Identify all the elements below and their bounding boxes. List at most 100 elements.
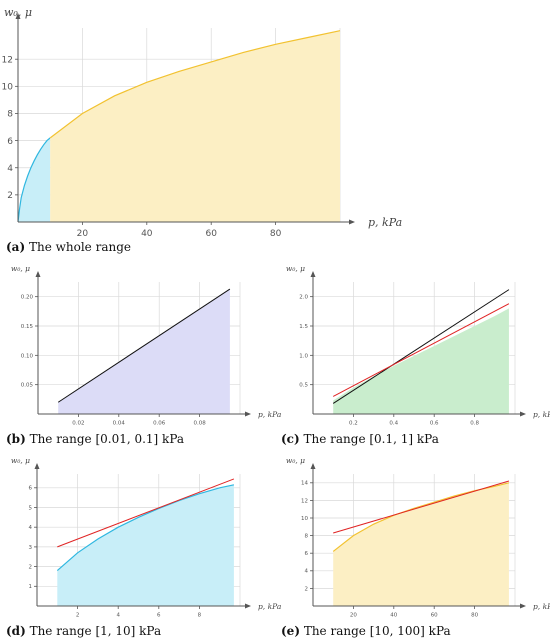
chart-d-svg: 2 4 6 8 1 2 3 4 5 6 p, kPa w₀, μ (11, 456, 281, 619)
x-tick-label: 0.06 (153, 421, 166, 427)
x-axis-label: p, kPa (533, 410, 550, 419)
x-axis-label: p, kPa (258, 602, 281, 611)
y-axis-label: w₀, μ (4, 6, 32, 19)
area-fill-yellow (333, 482, 509, 606)
series-line-red (333, 480, 510, 534)
y-axis-label: w₀, μ (11, 264, 30, 273)
axes (37, 272, 250, 415)
x-tick-label: 80 (471, 613, 478, 619)
series-line-black (332, 289, 510, 404)
chart-c-svg: 0.2 0.4 0.6 0.8 0.5 1.0 1.5 2.0 p, kPa w₀, μ (286, 264, 550, 427)
y-axis-arrow (15, 13, 21, 19)
caption-d-text: The range [1, 10] kPa (29, 624, 162, 638)
chart-a-svg: 20 40 60 80 2 4 6 8 10 12 p, kPa w₀, μ (2, 6, 403, 239)
y-axis-label: w₀, μ (286, 456, 305, 465)
area-curve-cyan (17, 137, 51, 222)
x-axis-arrow (349, 219, 355, 225)
y-tick-label: 8 (305, 534, 309, 540)
axes (312, 464, 525, 607)
caption-c-text: The range [0.1, 1] kPa (303, 432, 439, 446)
series-line-black (57, 288, 231, 403)
area-fill-cyan (18, 137, 51, 222)
axes (312, 272, 525, 415)
caption-d-letter: (d) (6, 624, 26, 638)
x-tick-label: 20 (77, 229, 89, 239)
caption-a: (a) The whole range (6, 240, 131, 254)
y-tick-label: 2.0 (299, 295, 308, 301)
caption-e-text: The range [10, 100] kPa (303, 624, 451, 638)
x-tick-label: 6 (157, 613, 161, 619)
caption-b-text: The range [0.01, 0.1] kPa (29, 432, 185, 446)
y-tick-label: 5 (29, 505, 33, 511)
y-tick-label: 12 (2, 55, 13, 65)
y-tick-label: 1.0 (299, 353, 308, 359)
y-tick-label: 0.10 (21, 353, 34, 359)
y-tick-label: 4 (305, 569, 309, 575)
area-fill-green (333, 308, 509, 414)
series-line-red (332, 303, 510, 397)
y-tick-label: 8 (7, 110, 13, 120)
x-tick-label: 8 (198, 613, 202, 619)
x-tick-label: 80 (270, 229, 282, 239)
x-tick-label: 20 (350, 613, 357, 619)
chart-panel-d: 2 4 6 8 1 2 3 4 5 6 p, kPa w₀, μ (0, 450, 281, 620)
x-tick-label: 40 (390, 613, 397, 619)
x-tick-label: 0.8 (470, 421, 479, 427)
chart-e-svg: 20 40 60 80 2 4 6 8 10 12 14 p, kPa w₀, μ (286, 456, 550, 619)
x-axis-arrow (245, 411, 251, 417)
x-tick-label: 0.04 (113, 421, 126, 427)
y-tick-label: 2 (305, 586, 309, 592)
y-tick-label: 0.15 (21, 324, 34, 330)
y-tick-label: 1.5 (299, 324, 308, 330)
y-tick-label: 10 (301, 516, 308, 522)
x-tick-label: 2 (76, 613, 80, 619)
x-tick-label: 0.02 (72, 421, 84, 427)
y-axis-label: w₀, μ (286, 264, 305, 273)
chart-panel-c: 0.2 0.4 0.6 0.8 0.5 1.0 1.5 2.0 p, kPa w₀, μ (275, 258, 550, 428)
y-axis-arrow (310, 463, 316, 469)
area-curve-cyan (56, 484, 235, 571)
y-axis-label: w₀, μ (11, 456, 30, 465)
y-tick-label: 2 (7, 191, 13, 201)
y-tick-label: 2 (29, 565, 33, 571)
y-tick-label: 4 (29, 525, 33, 531)
caption-d: (d) The range [1, 10] kPa (6, 624, 161, 638)
x-tick-label: 4 (116, 613, 120, 619)
y-tick-label: 0.5 (299, 383, 308, 389)
y-tick-label: 0.05 (21, 383, 34, 389)
x-tick-label: 0.4 (389, 421, 398, 427)
area-fill-blue (58, 289, 230, 414)
chart-b-svg: 0.02 0.04 0.06 0.08 0.05 0.10 0.15 0.20 p, kPa w₀… (11, 264, 281, 427)
series-line-red (57, 478, 235, 548)
y-tick-label: 10 (2, 82, 14, 92)
x-axis-label: p, kPa (533, 602, 550, 611)
y-tick-label: 0.20 (21, 295, 34, 301)
x-axis-arrow (520, 603, 526, 609)
x-tick-label: 0.2 (349, 421, 358, 427)
x-tick-label: 60 (205, 229, 217, 239)
x-tick-label: 40 (141, 229, 153, 239)
x-tick-label: 0.6 (430, 421, 439, 427)
y-tick-label: 14 (301, 481, 308, 487)
y-axis-arrow (34, 463, 40, 469)
chart-panel-e: 20 40 60 80 2 4 6 8 10 12 14 p, kPa w₀, μ (275, 450, 550, 620)
y-tick-label: 4 (7, 164, 13, 174)
y-axis-arrow (310, 271, 316, 277)
x-tick-label: 60 (431, 613, 438, 619)
chart-panel-b: 0.02 0.04 0.06 0.08 0.05 0.10 0.15 0.20 p, kPa w₀… (0, 258, 281, 428)
caption-c: (c) The range [0.1, 1] kPa (281, 432, 439, 446)
caption-e-letter: (e) (281, 624, 300, 638)
x-axis-label: p, kPa (368, 216, 402, 229)
y-tick-label: 3 (29, 545, 33, 551)
y-axis-arrow (35, 271, 41, 277)
caption-e: (e) The range [10, 100] kPa (281, 624, 451, 638)
x-axis-label: p, kPa (258, 410, 281, 419)
area-fill-cyan (57, 484, 234, 606)
axes (17, 14, 354, 223)
chart-panel-a: 20 40 60 80 2 4 6 8 10 12 p, kPa w₀, μ (0, 0, 550, 239)
x-axis-arrow (245, 603, 251, 609)
caption-b-letter: (b) (6, 432, 26, 446)
area-fill-yellow (50, 30, 340, 222)
y-tick-label: 12 (301, 498, 308, 504)
caption-b: (b) The range [0.01, 0.1] kPa (6, 432, 184, 446)
